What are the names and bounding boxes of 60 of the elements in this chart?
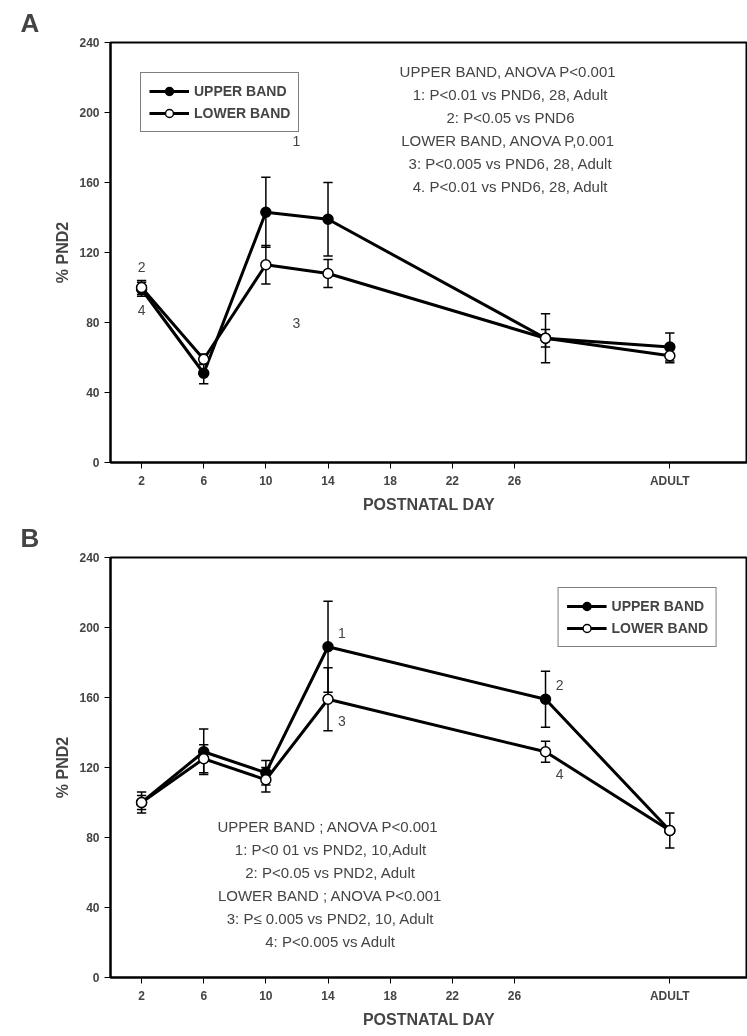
- annotation: 4: [137, 301, 146, 318]
- annotation: 2: [555, 677, 564, 694]
- annotation: 3: [292, 314, 301, 331]
- annotation: 2: [137, 259, 146, 276]
- annotation: 1: [292, 132, 301, 149]
- x-tick-label: 2: [138, 473, 146, 488]
- y-tick-label: 0: [92, 971, 100, 985]
- legend-label: UPPER BAND: [611, 598, 705, 614]
- annotation: 4: [555, 765, 564, 782]
- legend-label: UPPER BAND: [194, 83, 287, 99]
- y-tick-label: 40: [86, 901, 100, 915]
- annotation: 4: P<0.005 vs Adult: [265, 932, 396, 950]
- annotation: 1: P<0 01 vs PND2, 10,Adult: [234, 840, 428, 858]
- annotation: UPPER BAND ; ANOVA P<0.001: [217, 817, 438, 835]
- legend-label: LOWER BAND: [194, 105, 291, 121]
- y-tick-label: 200: [79, 621, 100, 635]
- x-tick-label: 18: [383, 988, 398, 1003]
- annotation: 1: P<0.01 vs PND6, 28, Adult: [412, 85, 609, 103]
- x-tick-label: 10: [259, 988, 273, 1003]
- chart-title: B: [20, 522, 40, 553]
- x-axis-title: POSTNATAL DAY: [362, 1010, 496, 1028]
- y-tick-label: 160: [79, 691, 100, 705]
- annotation: 2: P<0.05 vs PND2, Adult: [245, 863, 416, 881]
- annotation: LOWER BAND ; ANOVA P<0.001: [217, 886, 442, 904]
- y-tick-label: 200: [79, 106, 100, 120]
- x-tick-label: 22: [445, 473, 460, 488]
- y-tick-label: 40: [86, 386, 100, 400]
- y-tick-label: 240: [79, 36, 100, 50]
- x-tick-label: 6: [200, 473, 208, 488]
- x-tick-label: ADULT: [649, 988, 691, 1003]
- x-tick-label: 2: [138, 988, 146, 1003]
- annotation: 2: P<0.05 vs PND6: [446, 108, 575, 126]
- y-tick-label: 80: [86, 316, 100, 330]
- x-tick-label: 14: [321, 988, 336, 1003]
- x-tick-label: ADULT: [649, 473, 691, 488]
- annotation: LOWER BAND, ANOVA P,0.001: [401, 131, 615, 149]
- annotation: 1: [338, 624, 347, 641]
- x-tick-label: 10: [259, 473, 273, 488]
- annotation: 4. P<0.01 vs PND6, 28, Adult: [412, 177, 609, 195]
- x-tick-label: 18: [383, 473, 398, 488]
- x-tick-label: 6: [200, 988, 208, 1003]
- x-tick-label: 22: [445, 988, 460, 1003]
- annotation: 3: [338, 713, 347, 730]
- y-tick-label: 0: [92, 456, 100, 470]
- y-tick-label: 120: [79, 761, 100, 775]
- y-tick-label: 80: [86, 831, 100, 845]
- legend-label: LOWER BAND: [611, 620, 708, 636]
- x-tick-label: 26: [507, 473, 522, 488]
- y-axis-title: % PND2: [54, 221, 72, 284]
- chart-title: A: [20, 7, 40, 38]
- annotation: 3: P<0.005 vs PND6, 28, Adult: [408, 154, 613, 172]
- x-tick-label: 26: [507, 988, 522, 1003]
- x-axis-title: POSTNATAL DAY: [362, 495, 496, 513]
- x-tick-label: 14: [321, 473, 336, 488]
- y-tick-label: 240: [79, 551, 100, 565]
- y-axis-title: % PND2: [54, 736, 72, 799]
- annotation: UPPER BAND, ANOVA P<0.001: [399, 62, 616, 80]
- y-tick-label: 120: [79, 246, 100, 260]
- annotation: 3: P≤ 0.005 vs PND2, 10, Adult: [226, 909, 435, 927]
- y-tick-label: 160: [79, 176, 100, 190]
